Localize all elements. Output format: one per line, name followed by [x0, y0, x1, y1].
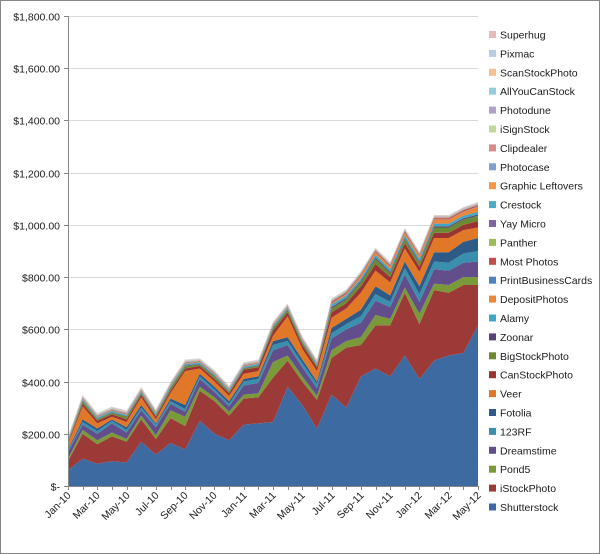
legend-swatch [489, 503, 496, 511]
legend-swatch [489, 371, 496, 379]
legend-label: Crestock [500, 200, 542, 212]
area-series-canstockphoto [68, 220, 478, 445]
y-tick-label: $- [51, 482, 61, 494]
y-tick-label: $1,800.00 [13, 12, 60, 24]
legend-swatch [489, 31, 496, 38]
area-series-dreamstime [68, 261, 478, 459]
y-tick-label: $1,600.00 [13, 64, 60, 76]
y-tick-label: $1,000.00 [13, 221, 60, 233]
legend-label: Pond5 [500, 464, 531, 476]
y-tick-label: $200.00 [22, 430, 60, 442]
legend-swatch [489, 125, 496, 133]
legend-label: Photodune [500, 105, 551, 117]
legend-label: PrintBusinessCards [500, 275, 592, 287]
legend-swatch [489, 68, 496, 76]
legend-label: iSignStock [500, 124, 550, 136]
y-tick-label: $600.00 [22, 325, 60, 337]
legend-swatch [489, 409, 496, 416]
legend-label: Yay Micro [500, 219, 546, 231]
legend-swatch [489, 465, 496, 473]
legend-label: Pixmac [500, 48, 534, 60]
legend-swatch [489, 427, 496, 435]
legend-swatch [489, 333, 496, 341]
legend-label: BigStockPhoto [500, 351, 569, 363]
y-axis-ticks: $- $200.00 $400.00 $600.00 $800.00 $1,000.00 $… [13, 12, 68, 494]
area-series-zoonar [68, 214, 478, 442]
legend-swatch [489, 390, 496, 398]
legend-swatch [489, 87, 496, 95]
legend-label: Clipdealer [500, 143, 548, 155]
y-tick-label: $1,400.00 [13, 116, 60, 128]
legend-swatch [489, 163, 496, 171]
legend-swatch [489, 238, 496, 246]
legend-swatch [489, 106, 496, 114]
area-series-123rf [68, 251, 478, 453]
y-tick-label: $1,200.00 [13, 169, 60, 181]
legend-label: Superhug [500, 30, 546, 42]
legend-swatch [489, 276, 496, 284]
legend-swatch [489, 314, 496, 322]
legend-swatch [489, 257, 496, 265]
area-series-istockphoto [68, 284, 478, 471]
legend-label: AllYouCanStock [500, 86, 576, 98]
area-series-pond5 [68, 277, 478, 462]
legend-label: Fotolia [500, 408, 532, 420]
legend-label: CanStockPhoto [500, 370, 573, 382]
legend: Superhug Pixmac ScanStockPhoto AllYouCanSto… [489, 30, 592, 514]
area-series [68, 201, 478, 486]
area-series-fotolia [68, 237, 478, 451]
area-series-alamy [68, 211, 478, 442]
legend-label: Alamy [500, 313, 530, 325]
legend-label: 123RF [500, 426, 532, 438]
legend-label: Panther [500, 237, 537, 249]
legend-label: Most Photos [500, 256, 558, 268]
legend-swatch [489, 484, 496, 492]
legend-label: Zoonar [500, 332, 534, 344]
legend-swatch [489, 49, 496, 57]
legend-swatch [489, 295, 496, 303]
y-tick-label: $800.00 [22, 273, 60, 285]
legend-swatch [489, 352, 496, 360]
legend-label: Veer [500, 389, 522, 401]
legend-swatch [489, 201, 496, 209]
legend-label: DepositPhotos [500, 294, 568, 306]
legend-swatch [489, 182, 496, 190]
legend-swatch [489, 144, 496, 152]
legend-label: Photocase [500, 162, 550, 174]
area-series-shutterstock [68, 325, 478, 486]
area-series-bigstockphoto [68, 215, 478, 443]
legend-label: Shutterstock [500, 502, 559, 514]
legend-swatch [489, 220, 496, 227]
legend-swatch [489, 446, 496, 454]
legend-label: Dreamstime [500, 445, 557, 457]
legend-label: iStockPhoto [500, 483, 556, 495]
area-series-veer [68, 227, 478, 450]
legend-label: ScanStockPhoto [500, 67, 578, 79]
y-tick-label: $400.00 [22, 378, 60, 390]
legend-label: Graphic Leftovers [500, 181, 583, 193]
